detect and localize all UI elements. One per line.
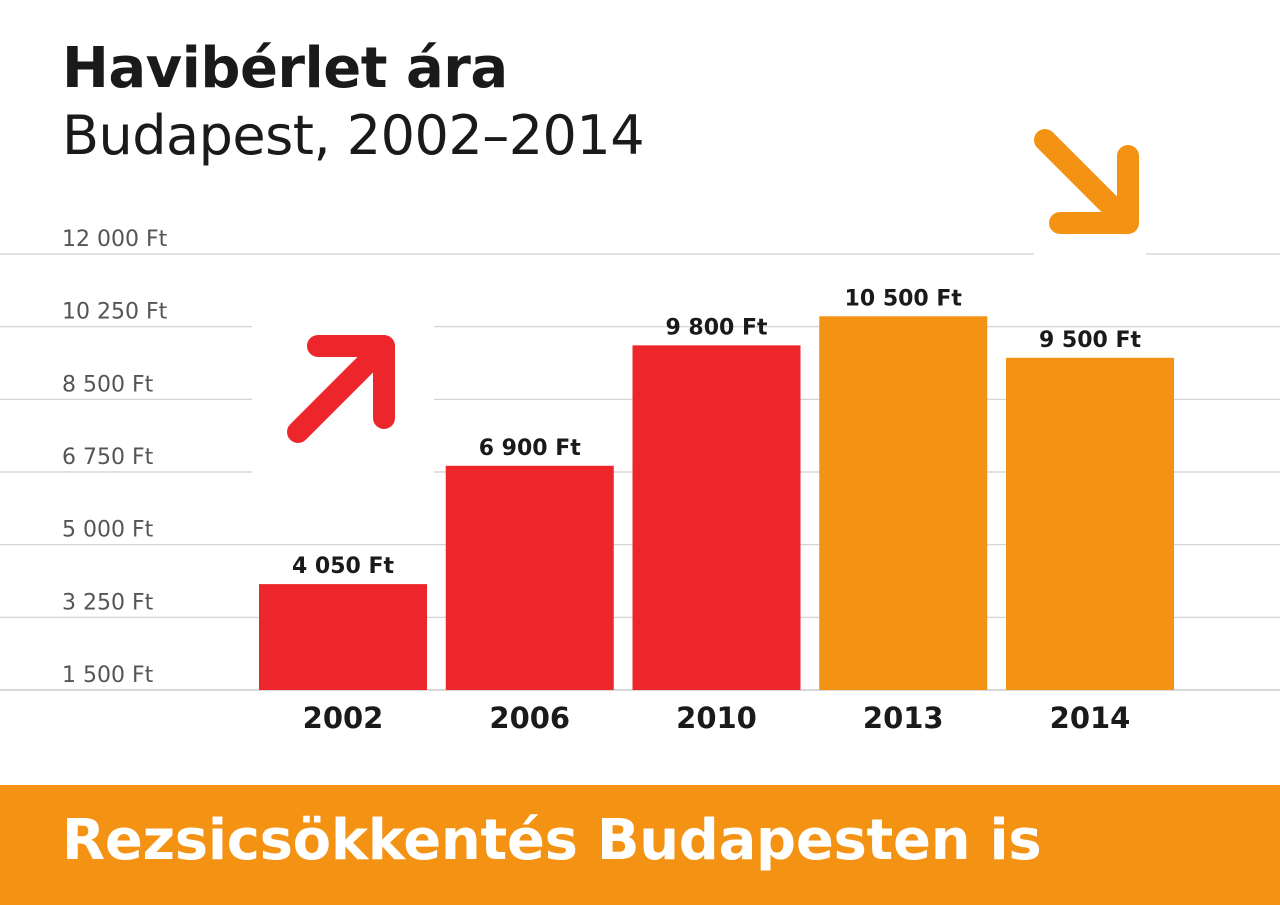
y-tick-label: 5 000 Ft xyxy=(62,518,154,543)
bar-2010 xyxy=(632,345,801,690)
bar-value-label: 9 500 Ft xyxy=(1039,328,1142,353)
y-tick-label: 12 000 Ft xyxy=(62,227,168,252)
y-tick-label: 6 750 Ft xyxy=(62,445,154,470)
chart-title: Havibérlet ára xyxy=(62,36,508,101)
bar-value-label: 6 900 Ft xyxy=(479,436,582,461)
y-tick-label: 1 500 Ft xyxy=(62,663,154,688)
y-tick-label: 8 500 Ft xyxy=(62,372,154,397)
bar-2006 xyxy=(445,465,614,690)
arrow-down-right-icon xyxy=(1034,118,1146,260)
trend-arrows xyxy=(252,118,1146,478)
bar-2014 xyxy=(1006,357,1174,690)
footer-band xyxy=(0,785,1280,905)
x-tick-label: 2010 xyxy=(676,701,757,735)
bar-value-labels: 4 050 Ft 6 900 Ft 9 800 Ft 10 500 Ft 9 500 F… xyxy=(292,286,1142,579)
footer-slogan: Rezsicsökkentés Budapesten is xyxy=(62,808,1042,873)
chart-subtitle: Budapest, 2002–2014 xyxy=(62,104,645,167)
y-tick-label: 10 250 Ft xyxy=(62,300,168,325)
x-tick-label: 2006 xyxy=(489,701,570,735)
bar-chart: 1 500 Ft 3 250 Ft 5 000 Ft 6 750 Ft 8 500 Ft… xyxy=(0,118,1280,735)
bars xyxy=(259,316,1174,690)
x-tick-label: 2014 xyxy=(1050,701,1131,735)
bar-value-label: 4 050 Ft xyxy=(292,554,395,579)
bar-value-label: 10 500 Ft xyxy=(845,286,963,311)
x-tick-label: 2013 xyxy=(863,701,944,735)
x-axis-ticks: 2002 2006 2010 2013 2014 xyxy=(303,701,1131,735)
y-axis-ticks: 1 500 Ft 3 250 Ft 5 000 Ft 6 750 Ft 8 500 Ft… xyxy=(62,227,168,688)
x-tick-label: 2002 xyxy=(303,701,384,735)
bar-2013 xyxy=(819,316,988,690)
bar-2002 xyxy=(259,584,427,690)
bar-value-label: 9 800 Ft xyxy=(665,315,768,340)
y-tick-label: 3 250 Ft xyxy=(62,590,154,615)
arrow-up-right-icon xyxy=(252,322,434,478)
